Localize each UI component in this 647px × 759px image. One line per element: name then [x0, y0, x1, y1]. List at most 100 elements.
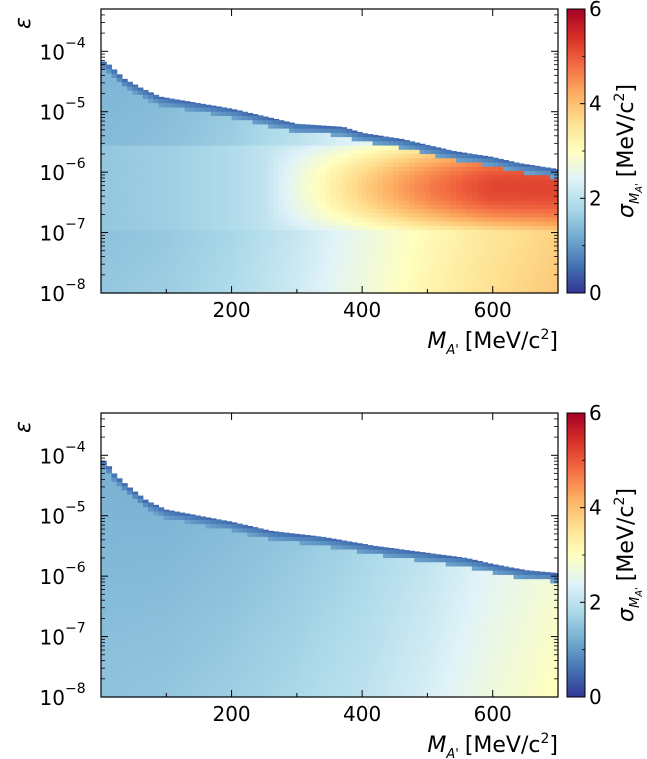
heatmap-cell	[231, 208, 238, 214]
heatmap-cell	[132, 183, 139, 188]
heatmap-cell	[461, 170, 468, 176]
heatmap-cell	[236, 612, 243, 618]
heatmap-cell	[236, 684, 243, 690]
heatmap-cell	[283, 187, 290, 193]
heatmap-cell	[388, 170, 395, 176]
heatmap-cell	[398, 242, 405, 248]
heatmap-cell	[137, 191, 144, 197]
heatmap-cell	[153, 199, 160, 205]
heatmap-cell	[388, 242, 395, 248]
heatmap-cell	[315, 208, 321, 214]
heatmap-cell	[450, 195, 457, 201]
heatmap-cell	[116, 242, 123, 248]
heatmap-cell	[477, 233, 483, 239]
heatmap-cell	[414, 195, 421, 201]
heatmap-cell	[200, 288, 207, 294]
heatmap-cell	[487, 280, 494, 286]
heatmap-cell	[111, 481, 118, 487]
heatmap-cell	[215, 136, 222, 142]
heatmap-cell	[257, 153, 264, 159]
heatmap-cell	[142, 680, 149, 685]
heatmap-cell	[200, 675, 207, 681]
heatmap-cell	[127, 128, 133, 133]
heatmap-cell	[336, 229, 342, 235]
heatmap-cell	[121, 259, 128, 264]
heatmap-cell	[121, 263, 128, 269]
heatmap-cell	[247, 229, 254, 235]
heatmap-cell	[529, 263, 536, 269]
heatmap-cell	[142, 263, 149, 269]
heatmap-cell	[231, 191, 238, 197]
heatmap-cell	[539, 259, 546, 264]
heatmap-cell	[351, 170, 358, 176]
heatmap-cell	[477, 155, 483, 159]
heatmap-cell	[189, 658, 196, 664]
heatmap-cell	[215, 591, 222, 597]
heatmap-cell	[226, 123, 233, 129]
heatmap-cell	[210, 140, 217, 146]
heatmap-cell	[273, 212, 280, 218]
heatmap-cell	[456, 216, 462, 222]
heatmap-cell	[372, 288, 379, 294]
heatmap-cell	[200, 174, 207, 180]
heatmap-cell	[252, 667, 259, 673]
heatmap-cell	[121, 221, 128, 226]
heatmap-cell	[419, 250, 426, 256]
heatmap-cell	[524, 233, 530, 239]
heatmap-cell	[513, 259, 520, 264]
heatmap-cell	[221, 233, 227, 239]
heatmap-cell	[106, 178, 113, 184]
heatmap-cell	[315, 195, 321, 201]
heatmap-cell	[148, 263, 154, 269]
heatmap-cell	[116, 553, 123, 559]
heatmap-cell	[231, 646, 238, 652]
heatmap-cell	[221, 216, 227, 222]
heatmap-cell	[492, 199, 499, 205]
heatmap-cell	[356, 280, 363, 286]
heatmap-cell	[153, 557, 160, 563]
heatmap-cell	[142, 688, 149, 694]
heatmap-cell	[137, 144, 144, 150]
heatmap-cell	[356, 136, 363, 142]
heatmap-cell	[414, 212, 421, 218]
heatmap-cell	[158, 532, 165, 537]
heatmap-cell	[121, 646, 128, 652]
heatmap-cell	[477, 157, 483, 163]
heatmap-cell	[231, 259, 238, 264]
heatmap-cell	[257, 174, 264, 180]
heatmap-cell	[315, 271, 321, 277]
heatmap-cell	[461, 195, 468, 201]
heatmap-cell	[215, 608, 222, 613]
heatmap-cell	[341, 280, 348, 286]
heatmap-cell	[142, 111, 149, 116]
heatmap-cell	[346, 199, 353, 205]
heatmap-cell	[492, 254, 499, 260]
heatmap-cell	[158, 523, 165, 529]
heatmap-cell	[153, 263, 160, 269]
heatmap-cell	[419, 259, 426, 264]
heatmap-cell	[252, 178, 259, 184]
heatmap-cell	[539, 280, 546, 286]
heatmap-cell	[539, 276, 546, 281]
heatmap-cell	[325, 280, 332, 286]
heatmap-cell	[127, 288, 133, 294]
heatmap-cell	[356, 208, 363, 214]
heatmap-cell	[377, 195, 384, 201]
heatmap-cell	[497, 263, 504, 269]
heatmap-cell	[226, 527, 233, 533]
heatmap-cell	[518, 246, 525, 252]
heatmap-cell	[503, 166, 509, 171]
heatmap-cell	[456, 208, 462, 214]
heatmap-cell	[440, 216, 447, 222]
heatmap-cell	[309, 178, 316, 184]
heatmap-cell	[137, 267, 144, 273]
heatmap-cell	[116, 629, 123, 635]
heatmap-cell	[158, 540, 165, 546]
heatmap-cell	[195, 515, 201, 520]
heatmap-cell	[163, 582, 170, 588]
heatmap-cell	[137, 153, 144, 159]
heatmap-cell	[289, 216, 295, 222]
heatmap-cell	[294, 259, 301, 264]
heatmap-cell	[132, 633, 139, 639]
heatmap-cell	[336, 157, 342, 163]
